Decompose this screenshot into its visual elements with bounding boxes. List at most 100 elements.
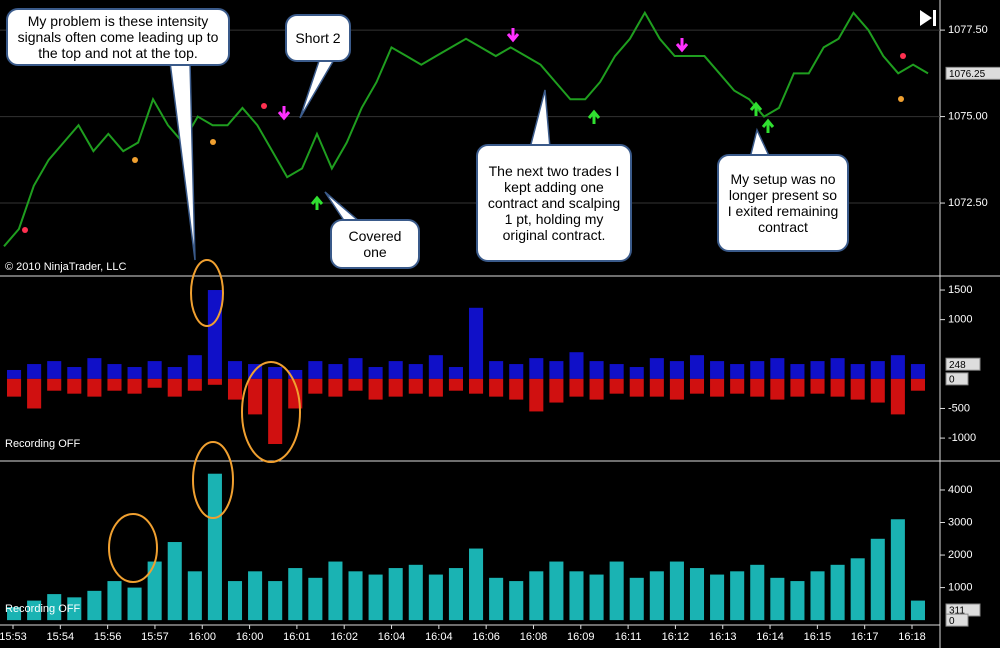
- bar: [489, 577, 504, 621]
- bar: [448, 367, 463, 379]
- bar: [27, 364, 42, 379]
- bar: [710, 574, 725, 621]
- bar: [7, 607, 22, 621]
- bar: [308, 577, 323, 621]
- bar: [509, 364, 524, 379]
- bar: [710, 361, 725, 379]
- bar: [609, 364, 624, 379]
- bar: [870, 378, 885, 403]
- bar: [730, 378, 745, 394]
- bar: [428, 378, 443, 397]
- bar: [127, 587, 142, 621]
- highlight-ellipses: [108, 259, 301, 583]
- bar: [268, 378, 283, 445]
- bar: [549, 378, 564, 403]
- bar: [830, 358, 845, 379]
- bar: [388, 568, 403, 621]
- signal-markers: [22, 28, 906, 233]
- bar: [609, 561, 624, 621]
- bar: [850, 558, 865, 621]
- bar: [368, 367, 383, 379]
- bar: [669, 561, 684, 621]
- x-tick-label: 15:53: [0, 631, 27, 643]
- bar: [669, 378, 684, 400]
- bar: [569, 352, 584, 379]
- x-tick-label: 15:56: [94, 631, 122, 643]
- bar: [810, 571, 825, 621]
- bar: [770, 577, 785, 621]
- bar: [830, 564, 845, 621]
- bar: [47, 594, 62, 621]
- x-tick-label: 16:17: [851, 631, 879, 643]
- bar: [448, 568, 463, 621]
- bar: [268, 581, 283, 621]
- bar: [127, 378, 142, 394]
- bar: [87, 358, 102, 379]
- x-tick-label: 16:00: [188, 631, 216, 643]
- bar: [428, 574, 443, 621]
- bar: [609, 378, 624, 394]
- bar: [288, 568, 303, 621]
- bar: [790, 364, 805, 379]
- y-tick-label: 1000: [948, 581, 972, 593]
- bar: [489, 361, 504, 379]
- bar: [368, 378, 383, 400]
- bar: [810, 361, 825, 379]
- last-value-box: [945, 613, 969, 627]
- x-tick-label: 15:54: [47, 631, 75, 643]
- last-value-box: [945, 66, 1000, 80]
- bar: [328, 561, 343, 621]
- bar: [589, 378, 604, 400]
- x-tick-label: 16:11: [615, 631, 642, 643]
- bar: [509, 378, 524, 400]
- bar: [910, 600, 925, 621]
- bar: [529, 571, 544, 621]
- last-value-box: [945, 372, 969, 386]
- bar: [227, 378, 243, 400]
- bar: [408, 364, 423, 379]
- x-tick-label: 16:04: [425, 631, 453, 643]
- bar: [167, 378, 182, 397]
- bar: [107, 364, 122, 379]
- bar: [589, 574, 604, 621]
- bar: [810, 378, 825, 394]
- bar: [629, 378, 644, 397]
- bar: [207, 473, 222, 621]
- last-value-label: 1076.25: [949, 69, 986, 80]
- bar: [187, 355, 202, 379]
- bar: [248, 378, 263, 415]
- bar: [649, 358, 664, 379]
- bar: [147, 361, 162, 379]
- nav-icon[interactable]: [920, 10, 936, 26]
- bar: [308, 378, 323, 394]
- x-tick-label: 16:08: [520, 631, 548, 643]
- bar: [629, 577, 644, 621]
- bar: [730, 364, 745, 379]
- bar: [529, 358, 544, 379]
- bar: [67, 367, 82, 379]
- bar: [770, 358, 785, 379]
- bar: [7, 369, 22, 379]
- y-tick-label: 2000: [948, 549, 972, 561]
- x-tick-label: 16:01: [283, 631, 311, 643]
- callout: Covered one: [330, 219, 420, 269]
- bar: [669, 361, 684, 379]
- x-tick-label: 15:57: [141, 631, 169, 643]
- x-tick-label: 16:00: [236, 631, 264, 643]
- bar: [870, 538, 885, 621]
- bar: [67, 378, 82, 394]
- copyright: © 2010 NinjaTrader, LLC: [5, 261, 126, 273]
- bar: [469, 548, 484, 621]
- bar: [408, 378, 423, 394]
- bar: [127, 367, 142, 379]
- bar: [910, 378, 925, 391]
- bar: [529, 378, 544, 412]
- bar: [710, 378, 725, 397]
- bar: [27, 378, 42, 409]
- bar: [348, 358, 363, 379]
- bar: [750, 378, 765, 397]
- bar: [469, 378, 484, 394]
- x-tick-label: 16:15: [804, 631, 832, 643]
- bar: [589, 361, 604, 379]
- bar: [47, 378, 62, 391]
